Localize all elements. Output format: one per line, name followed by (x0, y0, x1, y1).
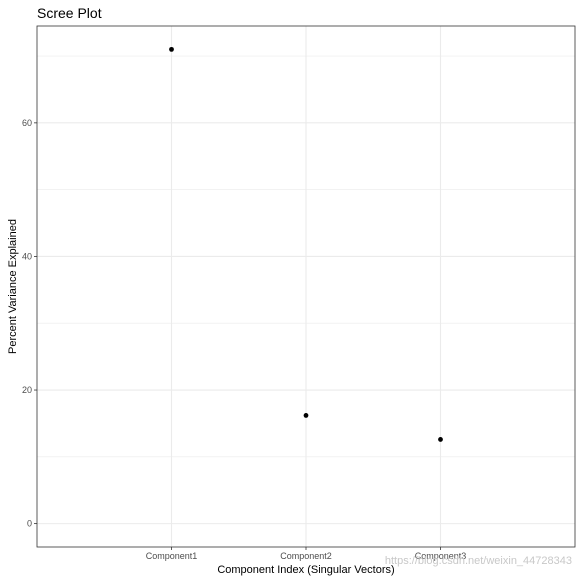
y-axis-title: Percent Variance Explained (7, 219, 19, 354)
y-tick-label: 60 (22, 118, 32, 128)
grid-lines (37, 26, 575, 547)
y-tick-label: 0 (27, 519, 32, 529)
x-axis-title: Component Index (Singular Vectors) (217, 564, 394, 576)
watermark-text: https://blog.csdn.net/weixin_44728343 (385, 555, 572, 567)
x-tick-label: Component1 (146, 551, 198, 561)
data-point (169, 46, 174, 52)
data-points (169, 46, 443, 442)
y-axis-ticks: 0 20 40 60 (22, 118, 37, 529)
y-tick-label: 20 (22, 385, 32, 395)
x-tick-label: Component2 (280, 551, 332, 561)
x-tick-label: Component3 (415, 551, 467, 561)
chart-title: Scree Plot (37, 5, 102, 21)
y-tick-label: 40 (22, 251, 32, 261)
data-point (438, 437, 443, 442)
data-point (303, 413, 309, 418)
x-axis-ticks: Component1 Component2 Component3 (146, 547, 467, 561)
